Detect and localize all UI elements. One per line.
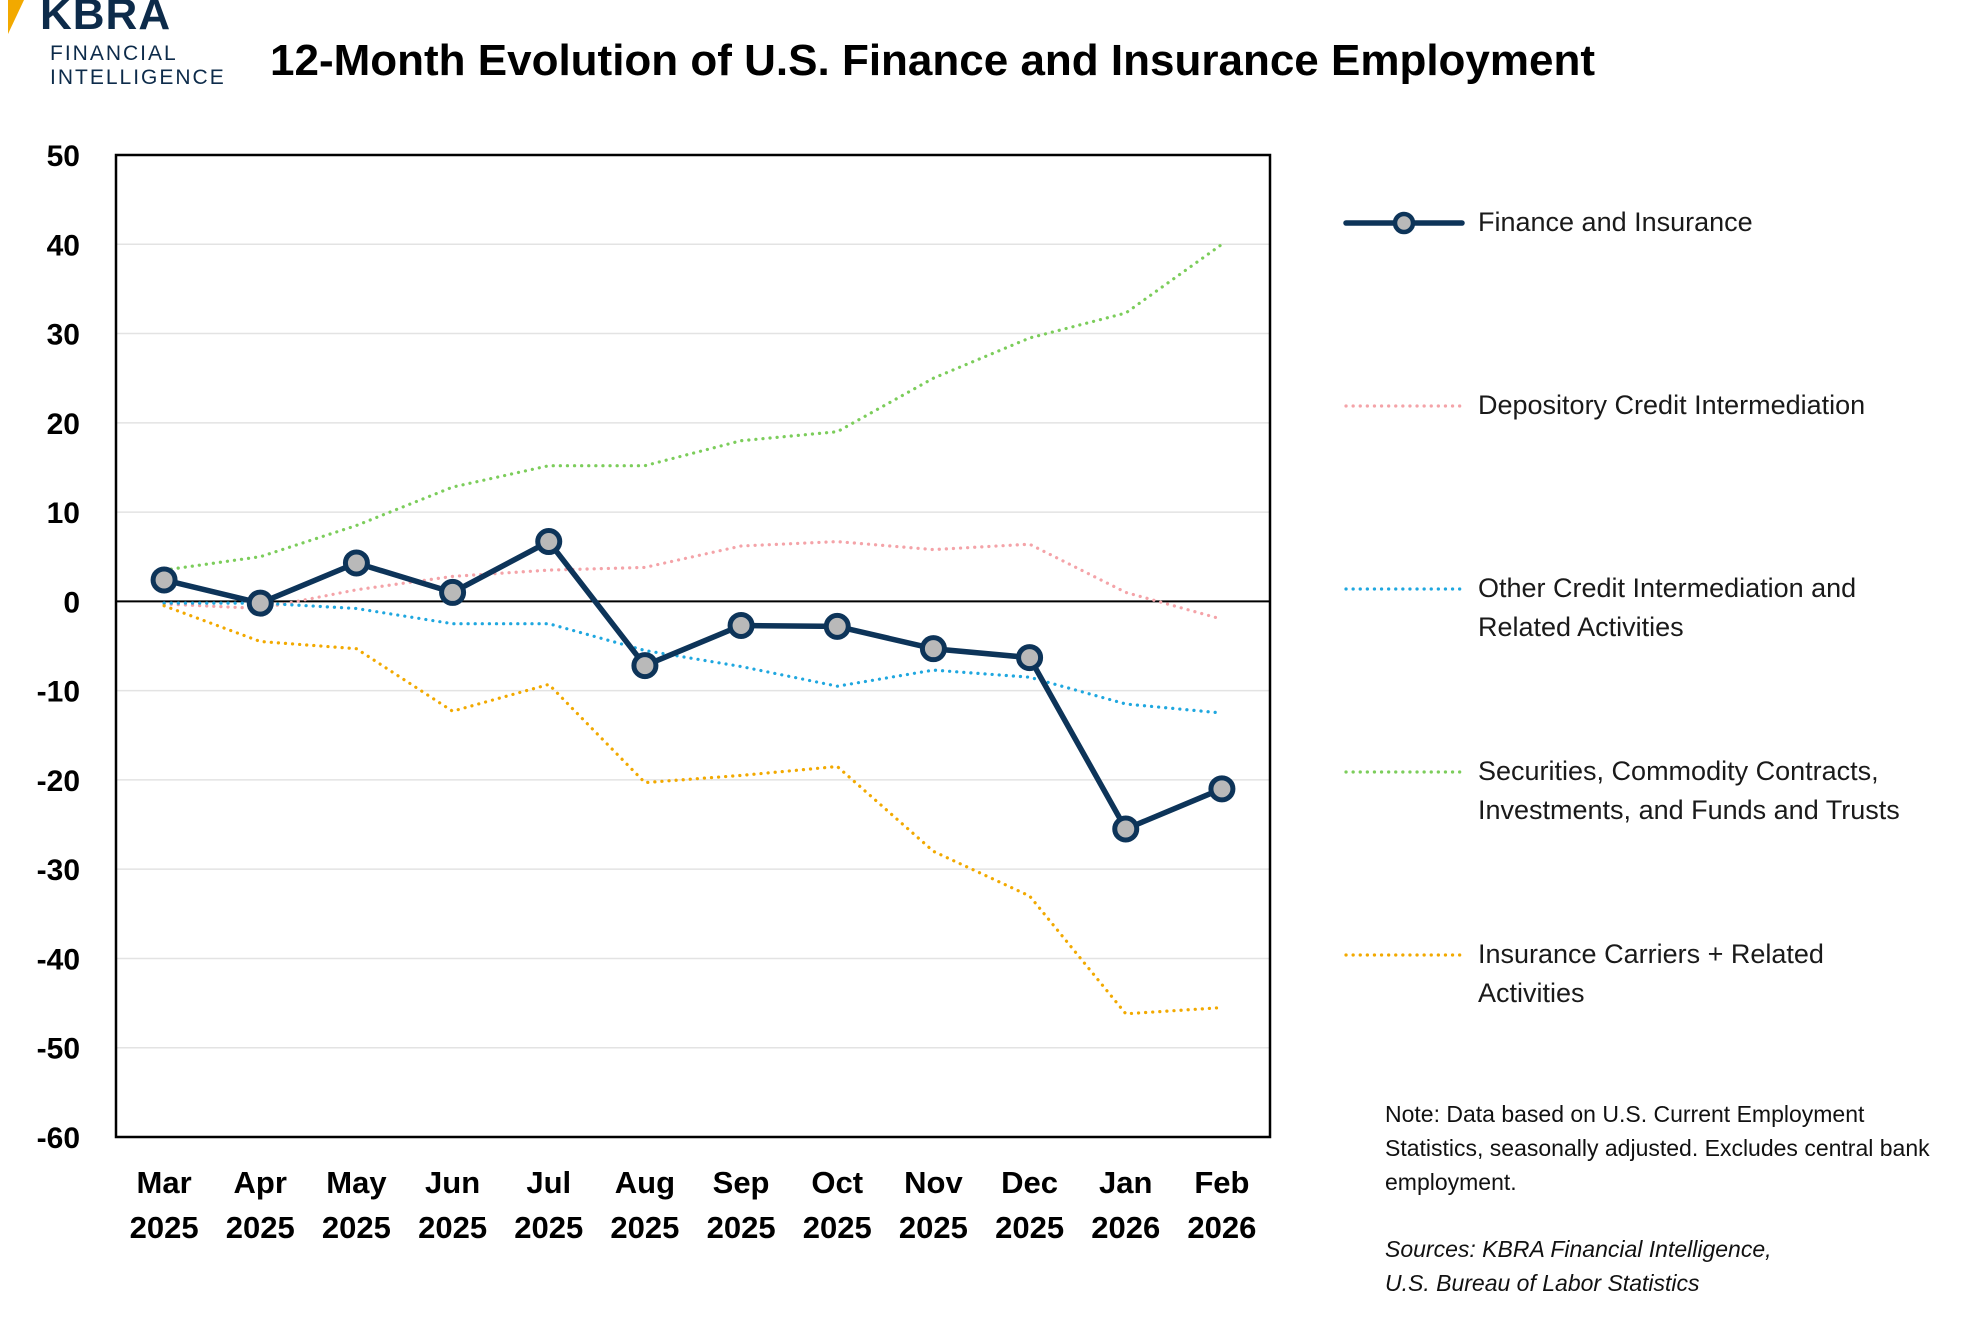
data-point bbox=[823, 612, 851, 640]
series-lines bbox=[161, 242, 1225, 1016]
series-line-1 bbox=[162, 539, 1224, 621]
series-line-4 bbox=[161, 538, 1225, 832]
x-tick-year: 2025 bbox=[995, 1210, 1064, 1245]
y-tick-label: 50 bbox=[47, 140, 80, 173]
data-point bbox=[631, 652, 659, 680]
brand-name: KBRA bbox=[40, 0, 172, 39]
legend-label: Finance and Insurance bbox=[1478, 207, 1753, 237]
y-tick-label: 30 bbox=[47, 319, 80, 352]
data-point bbox=[919, 635, 947, 663]
x-tick-month: Mar bbox=[137, 1165, 192, 1200]
x-tick-month: Oct bbox=[811, 1165, 863, 1200]
x-tick-month: Apr bbox=[234, 1165, 287, 1200]
x-tick-month: Jul bbox=[526, 1165, 571, 1200]
x-tick-year: 2025 bbox=[130, 1210, 199, 1245]
x-tick-year: 2025 bbox=[803, 1210, 872, 1245]
series-line-2 bbox=[162, 601, 1224, 715]
series-markers bbox=[150, 528, 1236, 843]
grid-lines bbox=[116, 243, 1270, 1049]
legend-label: Related Activities bbox=[1478, 612, 1684, 642]
y-tick-label: 0 bbox=[63, 586, 80, 619]
x-tick-month: Sep bbox=[713, 1165, 770, 1200]
x-tick-year: 2025 bbox=[418, 1210, 487, 1245]
sources-text: Sources: KBRA Financial Intelligence, U.… bbox=[1385, 1232, 1945, 1300]
logo-accent-shape bbox=[8, 0, 24, 34]
x-tick-month: Nov bbox=[904, 1165, 963, 1200]
data-point bbox=[342, 549, 370, 577]
data-point bbox=[1016, 644, 1044, 672]
data-point bbox=[150, 566, 178, 594]
y-tick-label: -20 bbox=[37, 765, 80, 798]
series-line-3 bbox=[162, 604, 1224, 1016]
x-tick-month: Jun bbox=[425, 1165, 480, 1200]
y-tick-label: 40 bbox=[47, 229, 80, 262]
plot-frame bbox=[114, 153, 1272, 1139]
y-axis-ticks: 50 40 30 20 10 0 -10 -20 -30 -40 -50 -60 bbox=[37, 140, 80, 1155]
x-tick-year: 2025 bbox=[226, 1210, 295, 1245]
kbra-logo-icon bbox=[8, 0, 24, 34]
y-tick-label: -30 bbox=[37, 854, 80, 887]
data-point bbox=[1208, 775, 1236, 803]
y-tick-label: 10 bbox=[47, 497, 80, 530]
sources-line-1: Sources: KBRA Financial Intelligence, bbox=[1385, 1236, 1772, 1262]
brand-line-1: FINANCIAL bbox=[50, 42, 178, 65]
x-tick-year: 2025 bbox=[322, 1210, 391, 1245]
legend-swatches bbox=[1343, 211, 1465, 957]
brand-line-2: INTELLIGENCE bbox=[50, 66, 226, 89]
x-tick-year: 2026 bbox=[1187, 1210, 1256, 1245]
legend-label: Depository Credit Intermediation bbox=[1478, 390, 1866, 420]
data-point bbox=[727, 611, 755, 639]
legend-swatch-marker bbox=[1392, 211, 1416, 235]
chart-title: 12-Month Evolution of U.S. Finance and I… bbox=[270, 36, 1596, 85]
data-point bbox=[439, 578, 467, 606]
data-point bbox=[246, 589, 274, 617]
series-line-0 bbox=[162, 242, 1224, 572]
legend-label: Insurance Carriers + Related bbox=[1478, 939, 1824, 969]
x-axis-ticks: Mar 2025 Apr 2025 May 2025 Jun 2025 Jul 2025 Aug 20… bbox=[130, 1165, 1257, 1245]
x-tick-year: 2025 bbox=[899, 1210, 968, 1245]
sources-line-2: U.S. Bureau of Labor Statistics bbox=[1385, 1270, 1700, 1296]
x-tick-month: May bbox=[326, 1165, 387, 1200]
x-tick-month: Dec bbox=[1001, 1165, 1058, 1200]
y-tick-label: -40 bbox=[37, 943, 80, 976]
data-point bbox=[535, 528, 563, 556]
y-tick-label: -50 bbox=[37, 1033, 80, 1066]
x-tick-year: 2025 bbox=[610, 1210, 679, 1245]
x-tick-month: Jan bbox=[1099, 1165, 1152, 1200]
x-tick-year: 2025 bbox=[707, 1210, 776, 1245]
data-point bbox=[1112, 815, 1140, 843]
y-tick-label: 20 bbox=[47, 408, 80, 441]
note-text: Note: Data based on U.S. Current Employm… bbox=[1385, 1101, 1930, 1195]
x-tick-month: Feb bbox=[1194, 1165, 1249, 1200]
x-tick-year: 2026 bbox=[1091, 1210, 1160, 1245]
y-tick-label: -60 bbox=[37, 1122, 80, 1155]
legend-label: Securities, Commodity Contracts, bbox=[1478, 756, 1879, 786]
legend-label: Activities bbox=[1478, 978, 1585, 1008]
legend-label: Investments, and Funds and Trusts bbox=[1478, 795, 1900, 825]
y-tick-label: -10 bbox=[37, 676, 80, 709]
x-tick-year: 2025 bbox=[514, 1210, 583, 1245]
x-tick-month: Aug bbox=[615, 1165, 675, 1200]
legend-label: Other Credit Intermediation and bbox=[1478, 573, 1857, 603]
